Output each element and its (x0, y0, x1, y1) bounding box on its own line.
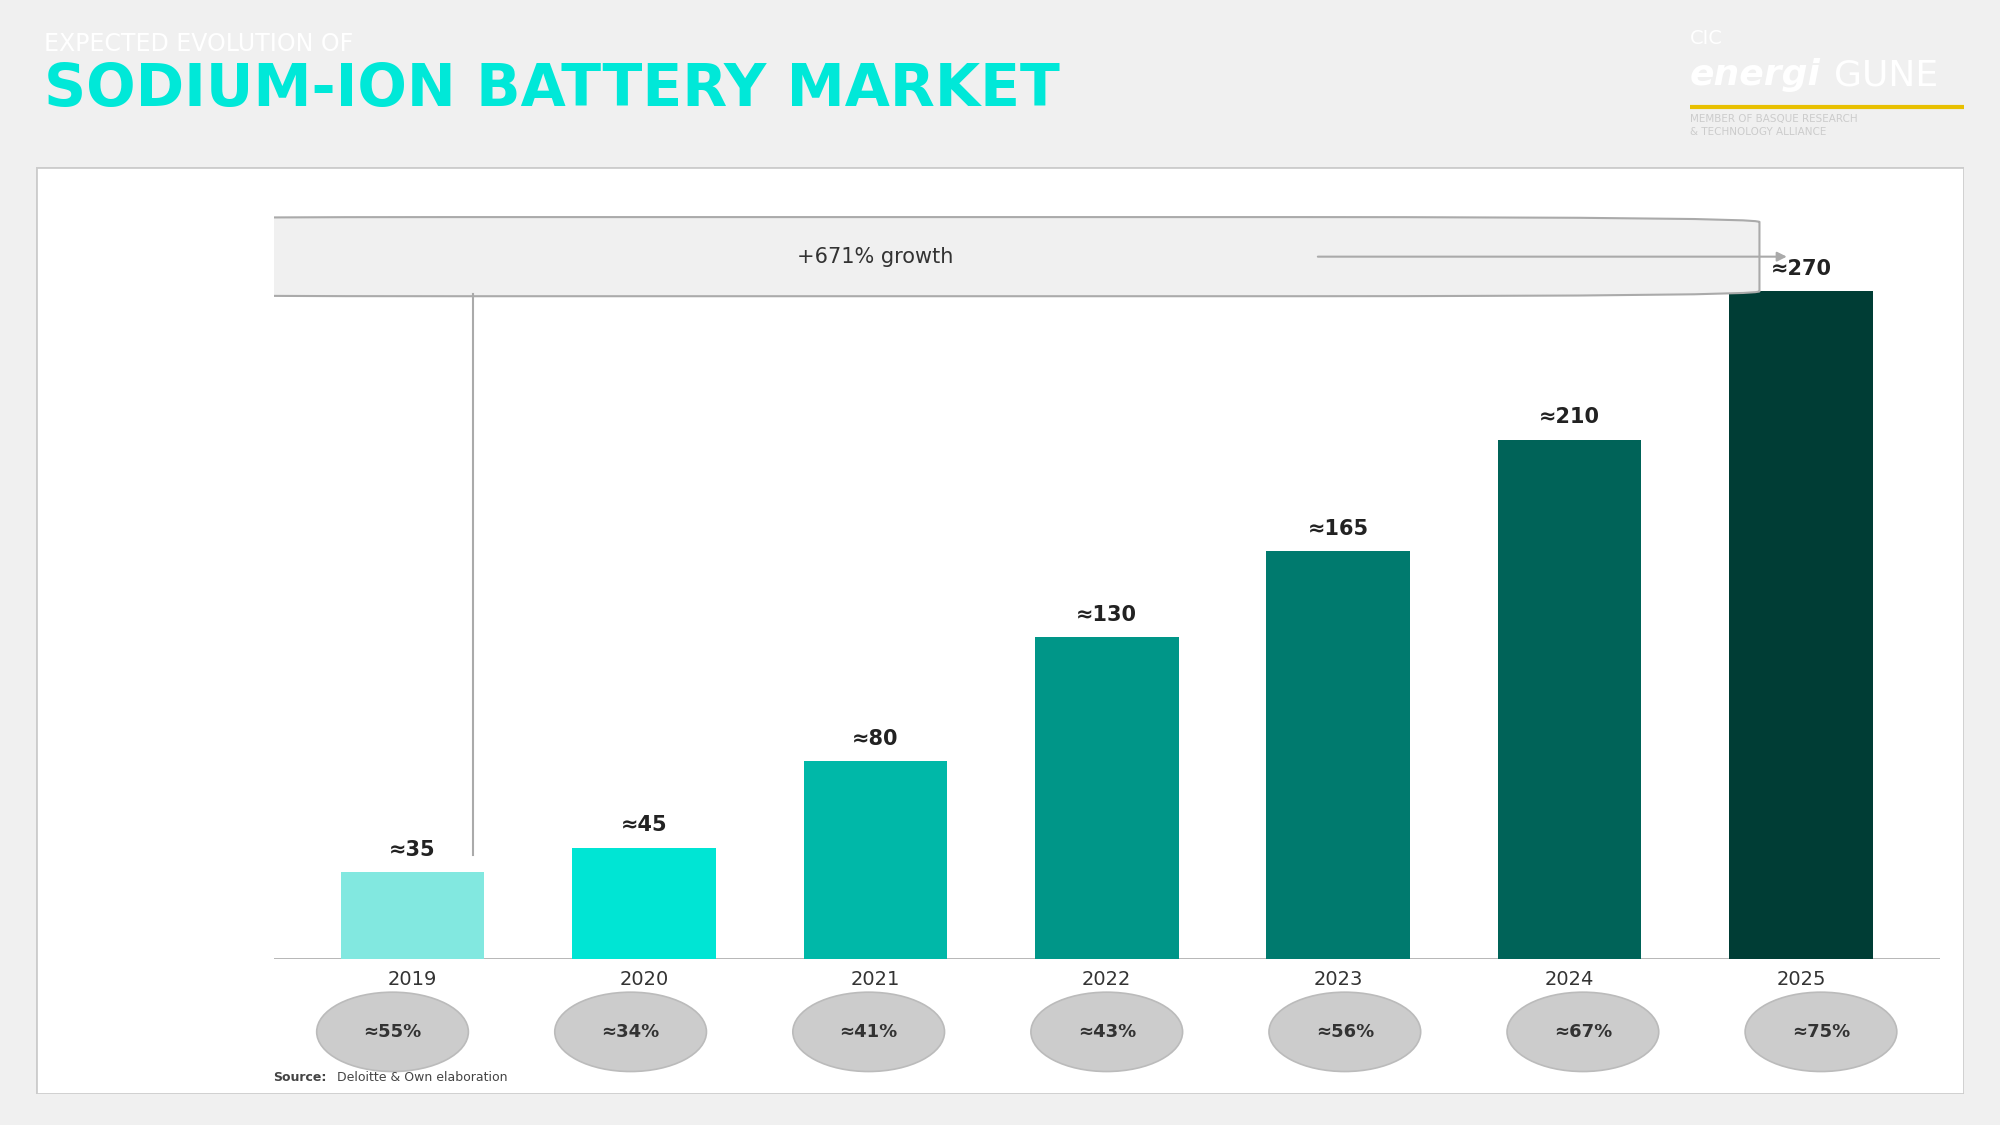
Bar (1730, 291, 1872, 958)
Text: ≈55%: ≈55% (364, 1023, 422, 1041)
FancyBboxPatch shape (0, 217, 1760, 296)
Ellipse shape (1746, 992, 1896, 1071)
Ellipse shape (1030, 992, 1182, 1071)
Text: +671% growth: +671% growth (798, 246, 954, 267)
Text: ≈270: ≈270 (1770, 259, 1832, 279)
Text: ≈34%: ≈34% (602, 1023, 660, 1041)
Text: GUNE: GUNE (1834, 58, 1938, 92)
Text: MARKET SHARE
RELATED TO
STATIONARY
APPLICATIONS: MARKET SHARE RELATED TO STATIONARY APPLI… (58, 986, 192, 1065)
Text: SODIUM-ION BATTERY MARKET: SODIUM-ION BATTERY MARKET (44, 62, 1060, 118)
Bar (1266, 551, 1410, 958)
Text: ≈35: ≈35 (390, 840, 436, 860)
Text: ≈43%: ≈43% (1078, 1023, 1136, 1041)
Bar (572, 847, 716, 958)
Text: ≈210: ≈210 (1540, 407, 1600, 428)
FancyBboxPatch shape (36, 166, 1964, 1094)
Text: ≈80: ≈80 (852, 729, 898, 749)
Ellipse shape (554, 992, 706, 1071)
Text: Source:: Source: (274, 1071, 326, 1084)
Text: energi: energi (1690, 58, 1820, 92)
Text: CIC: CIC (1690, 29, 1722, 48)
Text: ≈45: ≈45 (620, 816, 668, 836)
Text: MEMBER OF BASQUE RESEARCH
& TECHNOLOGY ALLIANCE: MEMBER OF BASQUE RESEARCH & TECHNOLOGY A… (1690, 114, 1858, 137)
Text: ≈130: ≈130 (1076, 605, 1138, 626)
Text: ≈41%: ≈41% (840, 1023, 898, 1041)
Bar (340, 872, 484, 958)
Text: Deloitte & Own elaboration: Deloitte & Own elaboration (336, 1071, 508, 1084)
Text: ≈75%: ≈75% (1792, 1023, 1850, 1041)
Ellipse shape (792, 992, 944, 1071)
Bar (804, 762, 948, 958)
Text: EXPECTED
MARKET
DEMAND
EVOLUTION
FOR THE NEXT
FEW YEARS
(GWH): EXPECTED MARKET DEMAND EVOLUTION FOR THE… (64, 486, 222, 678)
Ellipse shape (1268, 992, 1420, 1071)
Ellipse shape (316, 992, 468, 1071)
Text: ≈67%: ≈67% (1554, 1023, 1612, 1041)
Text: ≈165: ≈165 (1308, 519, 1368, 539)
Bar (1036, 638, 1178, 958)
Ellipse shape (1508, 992, 1658, 1071)
Bar (1498, 440, 1642, 958)
Text: ≈56%: ≈56% (1316, 1023, 1374, 1041)
Text: EXPECTED EVOLUTION OF: EXPECTED EVOLUTION OF (44, 33, 354, 56)
